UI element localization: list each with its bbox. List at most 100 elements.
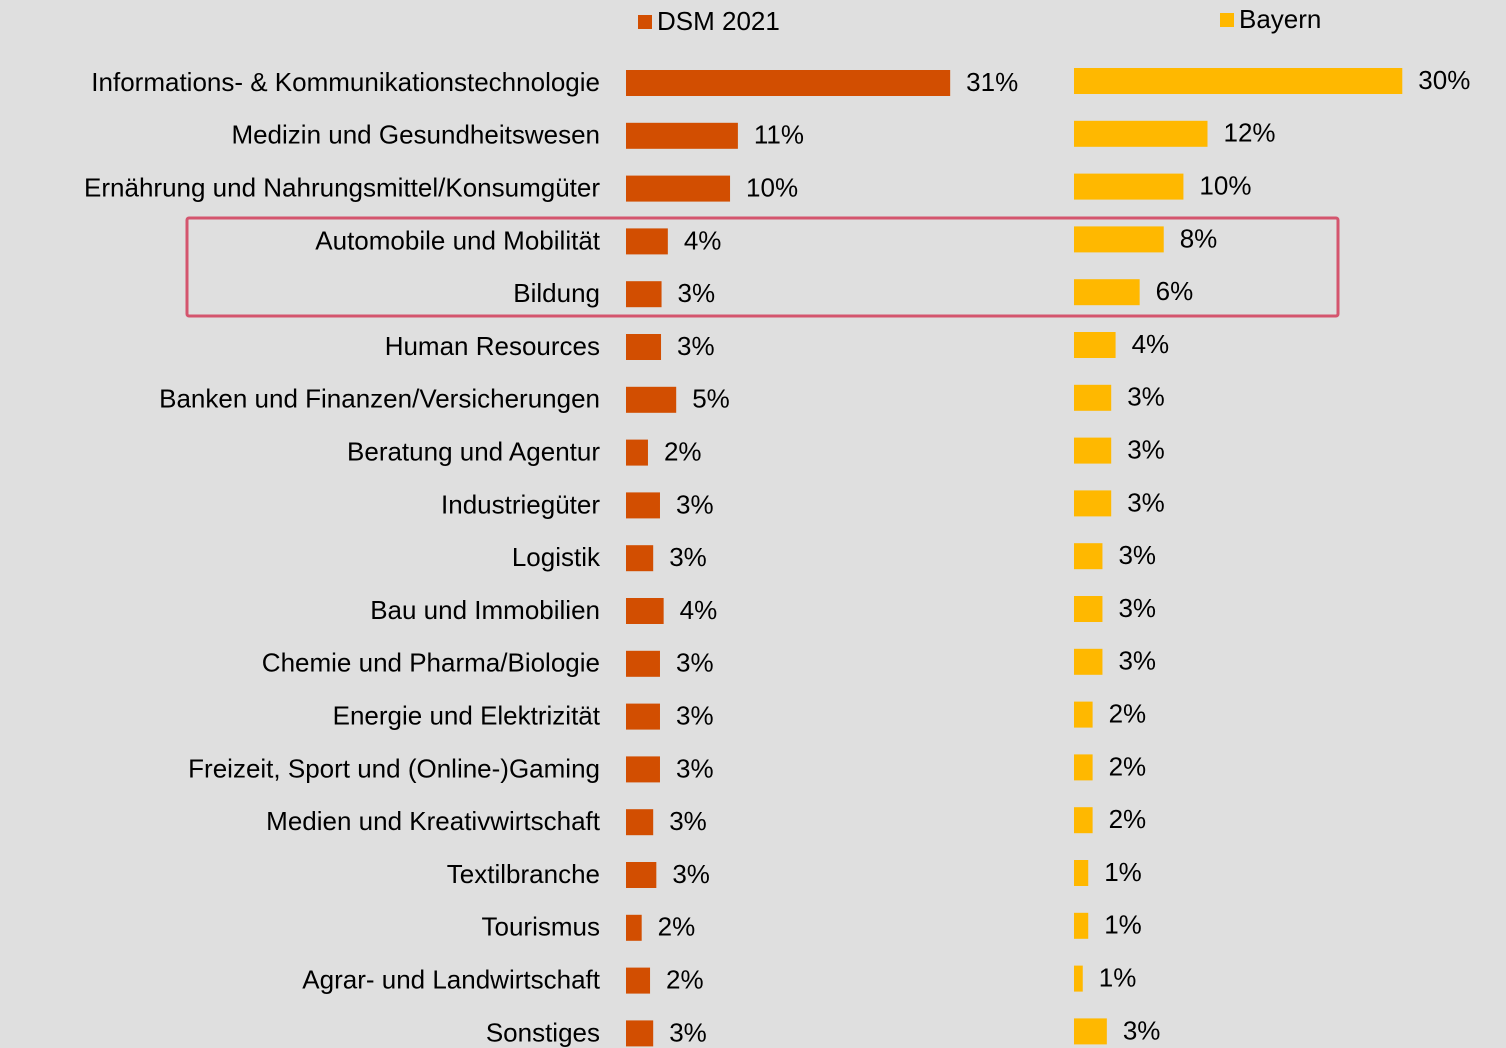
category-label: Textilbranche: [447, 859, 600, 889]
category-label: Automobile und Mobilität: [315, 225, 600, 255]
value-label: 3%: [1118, 646, 1156, 676]
value-label: 6%: [1156, 276, 1194, 306]
bar: [1074, 1018, 1107, 1045]
value-label: 3%: [676, 700, 714, 730]
category-label: Energie und Elektrizität: [333, 700, 601, 730]
bar: [626, 650, 660, 677]
value-label: 4%: [684, 225, 722, 255]
value-label: 3%: [678, 278, 716, 308]
category-label: Sonstiges: [486, 1017, 600, 1047]
bar: [626, 492, 660, 519]
bar: [1074, 912, 1089, 939]
value-label: 4%: [1132, 329, 1170, 359]
bar: [626, 334, 662, 360]
value-label: 3%: [669, 542, 707, 572]
value-label: 12%: [1224, 118, 1276, 148]
value-label: 2%: [1109, 698, 1147, 728]
bar: [626, 175, 731, 202]
bar: [626, 70, 951, 96]
value-label: 3%: [672, 859, 710, 889]
category-label: Bau und Immobilien: [370, 595, 600, 625]
category-label: Industriegüter: [441, 489, 600, 519]
bar: [626, 228, 668, 255]
legend-label: Bayern: [1239, 4, 1321, 34]
bar: [626, 439, 648, 466]
value-label: 10%: [1199, 170, 1251, 200]
value-label: 1%: [1104, 910, 1142, 940]
bar: [626, 809, 654, 836]
value-label: 3%: [676, 753, 714, 783]
value-label: 2%: [666, 964, 704, 994]
category-label: Agrar- und Landwirtschaft: [302, 964, 600, 994]
bar: [1074, 596, 1103, 622]
category-label: Banken und Finanzen/Versicherungen: [159, 384, 600, 414]
value-label: 11%: [754, 120, 804, 150]
value-label: 3%: [676, 648, 714, 678]
bar: [626, 598, 664, 624]
category-label: Logistik: [512, 542, 601, 572]
value-label: 3%: [1127, 382, 1165, 412]
value-label: 2%: [664, 436, 702, 466]
bar: [1074, 173, 1184, 200]
bar: [1074, 543, 1103, 570]
value-label: 31%: [966, 67, 1018, 97]
bar: [626, 122, 738, 149]
bar: [1074, 648, 1103, 675]
value-label: 3%: [1123, 1015, 1161, 1045]
bar: [1074, 860, 1089, 886]
legend-label: DSM 2021: [657, 6, 780, 36]
category-label: Freizeit, Sport und (Online-)Gaming: [188, 753, 600, 783]
legend-swatch: [1220, 13, 1234, 27]
category-label: Tourismus: [482, 912, 600, 942]
bar: [1074, 226, 1164, 253]
bar: [626, 862, 657, 888]
bar: [1074, 807, 1093, 834]
value-label: 3%: [1118, 540, 1156, 570]
bar: [1074, 490, 1112, 517]
category-label: Medizin und Gesundheitswesen: [231, 120, 600, 150]
bar: [1074, 68, 1403, 94]
highlight-box: [185, 216, 1340, 318]
value-label: 3%: [1127, 487, 1165, 517]
bar: [626, 545, 654, 572]
category-label: Ernährung und Nahrungsmittel/Konsumgüter: [84, 172, 600, 202]
bar: [1074, 437, 1112, 464]
bar: [1074, 965, 1083, 992]
value-label: 2%: [658, 912, 696, 942]
category-label: Informations- & Kommunikationstechnologi…: [91, 67, 600, 97]
bar: [1074, 120, 1208, 147]
bar: [1074, 754, 1093, 781]
value-label: 3%: [669, 1017, 707, 1047]
value-label: 2%: [1109, 804, 1147, 834]
value-label: 2%: [1109, 751, 1147, 781]
category-label: Human Resources: [385, 331, 600, 361]
value-label: 1%: [1104, 857, 1142, 887]
value-label: 3%: [677, 331, 715, 361]
bar: [1074, 701, 1093, 728]
value-label: 4%: [680, 595, 718, 625]
category-label: Medien und Kreativwirtschaft: [266, 806, 601, 836]
category-label: Chemie und Pharma/Biologie: [262, 648, 600, 678]
bar: [626, 1020, 654, 1047]
value-label: 10%: [746, 172, 798, 202]
value-label: 3%: [1127, 434, 1165, 464]
value-label: 30%: [1418, 65, 1470, 95]
bar: [626, 281, 662, 308]
bar: [626, 967, 651, 994]
category-label: Beratung und Agentur: [347, 436, 600, 466]
value-label: 3%: [676, 489, 714, 519]
bar: [626, 756, 660, 783]
category-label: Bildung: [513, 278, 600, 308]
value-label: 1%: [1099, 962, 1137, 992]
legend-swatch: [638, 15, 652, 29]
bar: [1074, 332, 1116, 358]
value-label: 3%: [1118, 593, 1156, 623]
bar: [1074, 279, 1140, 306]
bar: [626, 703, 660, 730]
bar: [626, 914, 642, 941]
value-label: 8%: [1180, 223, 1218, 253]
bar: [626, 386, 677, 413]
bar: [1074, 384, 1112, 411]
value-label: 3%: [669, 806, 707, 836]
